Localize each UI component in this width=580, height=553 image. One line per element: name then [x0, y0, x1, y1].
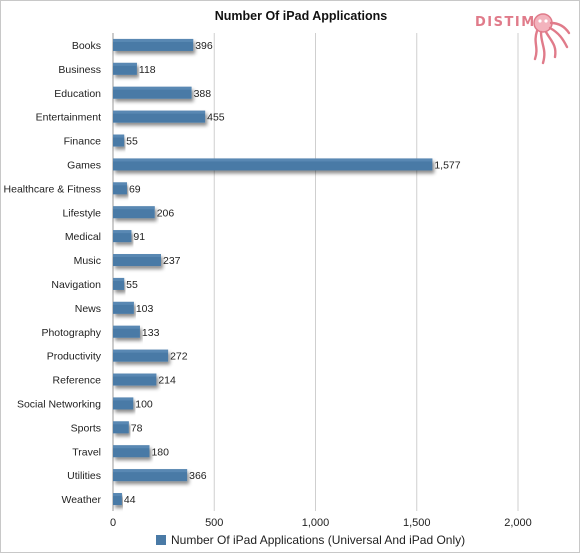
- category-label: Medical: [65, 231, 101, 243]
- bar-highlight: [113, 110, 206, 114]
- x-tick-label: 1,500: [403, 517, 431, 529]
- legend-label: Number Of iPad Applications (Universal A…: [171, 533, 465, 547]
- data-label: 388: [194, 88, 212, 100]
- data-label: 206: [157, 207, 175, 219]
- distimo-logo: DISTIMO: [475, 9, 575, 71]
- data-label: 1,577: [434, 159, 460, 171]
- category-label: Photography: [41, 327, 101, 339]
- bar-highlight: [113, 469, 188, 473]
- data-label: 455: [207, 112, 225, 124]
- category-label: Lifestyle: [62, 207, 101, 219]
- logo-text: DISTIMO: [475, 15, 549, 30]
- bar-highlight: [113, 277, 125, 281]
- bar-highlight: [113, 38, 194, 42]
- bar-highlight: [113, 230, 132, 234]
- bar-highlight: [113, 397, 134, 401]
- data-label: 366: [189, 470, 207, 482]
- bar-highlight: [113, 158, 433, 162]
- data-label: 118: [139, 64, 156, 76]
- bar: [113, 134, 125, 147]
- category-label: Education: [54, 88, 101, 100]
- category-label: Entertainment: [36, 112, 101, 124]
- category-label: Finance: [64, 136, 102, 148]
- bar-highlight: [113, 493, 122, 497]
- bar-highlight: [113, 182, 127, 186]
- data-label: 180: [151, 446, 169, 458]
- category-label: News: [75, 303, 101, 315]
- category-label: Books: [72, 40, 101, 52]
- category-label: Navigation: [51, 279, 101, 291]
- x-tick-label: 2,000: [504, 517, 532, 529]
- category-label: Reference: [53, 375, 102, 387]
- category-label: Sports: [71, 422, 101, 434]
- category-label: Healthcare & Fitness: [4, 183, 101, 195]
- category-label: Social Networking: [17, 398, 101, 410]
- bar-highlight: [113, 301, 134, 305]
- bar-highlight: [113, 134, 125, 138]
- data-label: 396: [195, 40, 213, 52]
- octopus-icon: [533, 13, 571, 65]
- chart-title: Number Of iPad Applications: [215, 9, 388, 23]
- data-label: 78: [131, 422, 143, 434]
- x-tick-label: 1,000: [302, 517, 330, 529]
- category-label: Utilities: [67, 470, 101, 482]
- data-label: 103: [136, 303, 154, 315]
- data-label: 55: [126, 136, 138, 148]
- bar-highlight: [113, 325, 140, 329]
- data-label: 237: [163, 255, 181, 267]
- bar: [113, 254, 161, 267]
- x-tick-label: 500: [205, 517, 223, 529]
- category-label: Productivity: [47, 351, 102, 363]
- bar-highlight: [113, 254, 161, 258]
- data-label: 91: [133, 231, 145, 243]
- data-label: 44: [124, 494, 136, 506]
- legend-swatch: [156, 535, 166, 545]
- bar: [113, 277, 125, 290]
- bar-highlight: [113, 62, 137, 66]
- x-tick-label: 0: [110, 517, 116, 529]
- data-label: 272: [170, 351, 188, 363]
- bar: [113, 493, 122, 506]
- category-label: Travel: [72, 446, 101, 458]
- data-label: 100: [135, 398, 153, 410]
- data-label: 133: [142, 327, 160, 339]
- data-label: 69: [129, 183, 141, 195]
- bar-highlight: [113, 86, 192, 90]
- category-label: Weather: [62, 494, 102, 506]
- bar-highlight: [113, 373, 157, 377]
- data-label: 214: [158, 375, 176, 387]
- bar-highlight: [113, 421, 129, 425]
- category-label: Music: [74, 255, 101, 267]
- data-label: 55: [126, 279, 138, 291]
- bar-highlight: [113, 206, 155, 210]
- bar-highlight: [113, 445, 150, 449]
- bar-highlight: [113, 349, 169, 353]
- category-label: Business: [58, 64, 101, 76]
- category-label: Games: [67, 159, 101, 171]
